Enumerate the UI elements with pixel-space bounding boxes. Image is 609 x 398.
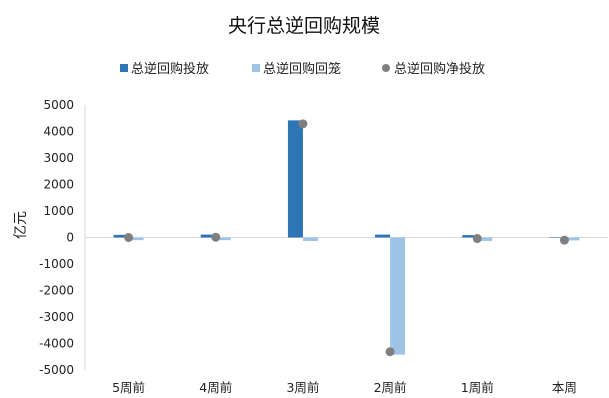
y-tick-labels: 5000 4000 3000 2000 1000 0 -1000 -2000 -3000 -400… xyxy=(39,98,74,377)
y-tick-label: 4000 xyxy=(43,125,74,139)
y-tick-label: 2000 xyxy=(43,178,74,192)
category-label: 3周前 xyxy=(286,380,319,395)
net-point-3 xyxy=(298,119,307,128)
category-labels: 5周前 4周前 3周前 2周前 1周前 本周 xyxy=(112,380,577,395)
legend-label-withdraw: 总逆回购回笼 xyxy=(263,61,341,77)
legend: 总逆回购投放 总逆回购回笼 总逆回购净投放 xyxy=(120,61,485,77)
withdraw-bar-3 xyxy=(303,238,318,241)
y-axis-label: 亿元 xyxy=(13,211,29,239)
net-point-4 xyxy=(386,347,395,356)
legend-label-issue: 总逆回购投放 xyxy=(131,61,209,77)
category-label: 2周前 xyxy=(374,380,407,395)
issue-bar-4 xyxy=(375,235,390,238)
issue-bar-3 xyxy=(288,120,303,237)
net-point-6 xyxy=(560,236,569,245)
y-tick-label: -2000 xyxy=(39,284,74,298)
y-tick-label: 5000 xyxy=(43,98,74,112)
category-label: 1周前 xyxy=(461,380,494,395)
net-point-5 xyxy=(473,234,482,243)
chart-title: 央行总逆回购规模 xyxy=(228,15,380,37)
y-tick-label: 0 xyxy=(66,231,74,245)
legend-swatch-net xyxy=(382,64,390,72)
y-tick-label: -1000 xyxy=(39,257,74,271)
legend-label-net: 总逆回购净投放 xyxy=(394,61,485,77)
legend-swatch-issue xyxy=(120,64,128,72)
withdraw-bar-4 xyxy=(390,238,405,355)
net-point-1 xyxy=(124,233,133,242)
y-tick-label: -5000 xyxy=(39,363,74,377)
category-label: 5周前 xyxy=(112,380,145,395)
y-tick-label: 1000 xyxy=(43,204,74,218)
category-label: 4周前 xyxy=(199,380,232,395)
net-point-2 xyxy=(211,233,220,242)
category-label: 本周 xyxy=(552,380,577,395)
y-tick-label: 3000 xyxy=(43,151,74,165)
y-tick-label: -4000 xyxy=(39,337,74,351)
legend-swatch-withdraw xyxy=(252,64,260,72)
y-tick-label: -3000 xyxy=(39,310,74,324)
